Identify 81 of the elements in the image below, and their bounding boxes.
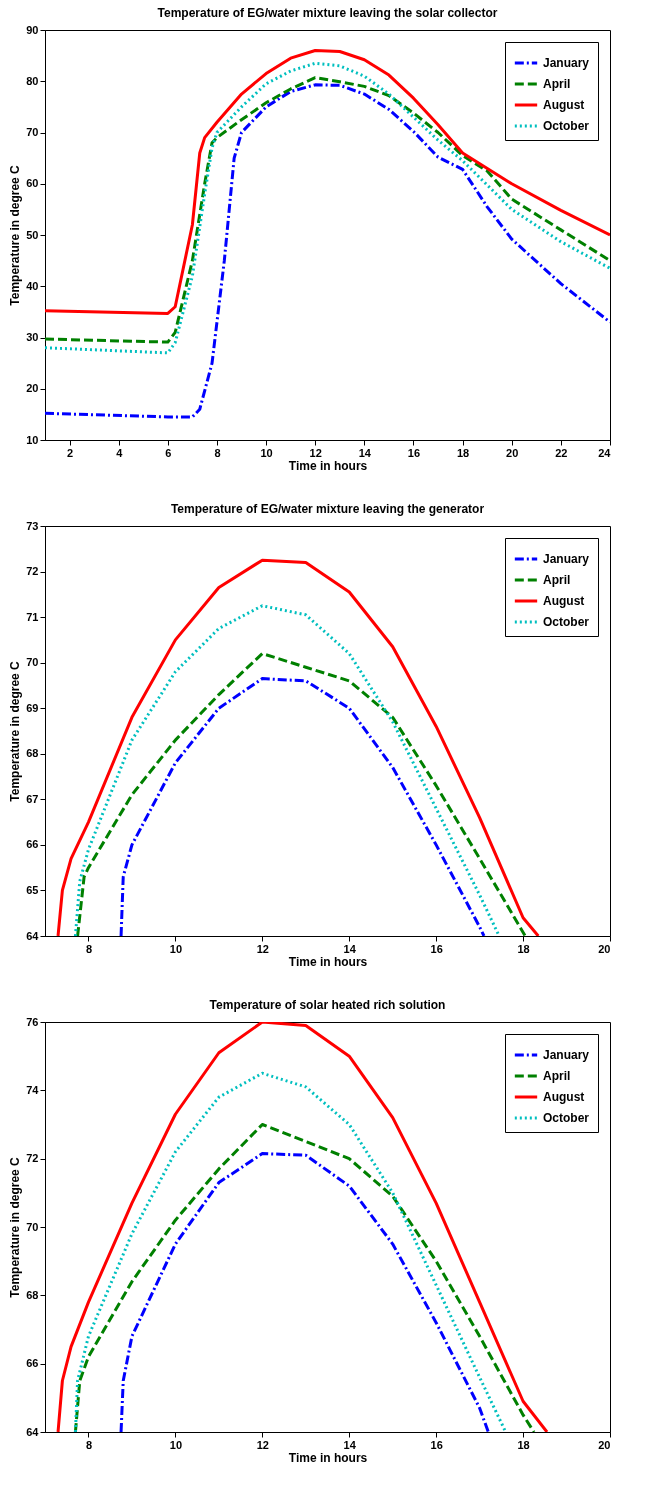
x-tick-label: 24	[598, 446, 612, 459]
y-tick-label: 65	[26, 883, 39, 896]
y-tick-label: 74	[26, 1083, 40, 1096]
x-tick-label: 8	[85, 1438, 93, 1451]
chart-title: Temperature of solar heated rich solution	[209, 998, 446, 1012]
line-series	[73, 1071, 508, 1432]
legend-label: October	[543, 119, 590, 133]
y-tick-label: 64	[26, 1425, 40, 1438]
y-tick-label: 68	[26, 747, 39, 760]
y-tick-label: 10	[26, 433, 39, 446]
line-series	[73, 1123, 536, 1432]
line-series	[45, 49, 610, 315]
y-axis-title: Temperature in degree C	[8, 1156, 23, 1298]
legend-label: January	[543, 552, 590, 566]
y-tick-label: 40	[26, 279, 39, 292]
chart-title: Temperature of EG/water mixture leaving the solar collector	[157, 6, 498, 20]
line-series	[73, 604, 501, 936]
x-tick-label: 10	[169, 1438, 183, 1451]
x-tick-label: 18	[517, 1438, 530, 1451]
y-tick-label: 71	[26, 610, 39, 623]
x-tick-label: 16	[430, 942, 443, 955]
x-tick-label: 16	[430, 1438, 443, 1451]
y-tick-label: 72	[26, 565, 39, 578]
y-tick-label: 90	[26, 23, 39, 36]
x-tick-label: 12	[256, 942, 269, 955]
legend-label: August	[543, 98, 585, 112]
chart-title: Temperature of EG/water mixture leaving the generator	[170, 502, 485, 516]
x-tick-label: 2	[67, 446, 74, 459]
x-tick-label: 14	[343, 942, 357, 955]
y-tick-label: 80	[26, 74, 39, 87]
y-tick-label: 73	[26, 519, 39, 532]
x-tick-label: 4	[116, 446, 124, 459]
legend-label: January	[543, 1048, 590, 1062]
line-series	[56, 558, 540, 936]
y-tick-label: 30	[26, 331, 39, 343]
x-tick-label: 8	[214, 446, 221, 459]
x-tick-label: 20	[598, 1438, 611, 1451]
x-axis-title: Time in hours	[288, 1450, 368, 1465]
x-tick-label: 20	[598, 942, 611, 955]
y-tick-label: 69	[26, 701, 39, 714]
x-axis-title: Time in hours	[288, 954, 368, 969]
x-tick-label: 10	[169, 942, 183, 955]
y-axis-title: Temperature in degree C	[8, 660, 23, 802]
x-tick-label: 12	[309, 446, 322, 459]
line-series	[119, 677, 486, 936]
y-tick-label: 64	[26, 929, 40, 942]
y-tick-label: 70	[26, 1220, 39, 1233]
legend-label: October	[543, 1111, 590, 1125]
y-tick-label: 60	[26, 177, 39, 190]
x-tick-label: 18	[517, 942, 530, 955]
y-tick-label: 67	[26, 792, 39, 805]
legend-label: January	[543, 56, 590, 70]
legend-label: April	[543, 573, 571, 587]
x-tick-label: 14	[358, 446, 372, 459]
legend-label: August	[543, 1090, 585, 1104]
x-tick-label: 18	[456, 446, 470, 459]
legend-label: April	[543, 1069, 571, 1083]
line-series	[119, 1152, 490, 1432]
y-tick-label: 20	[26, 382, 39, 395]
legend-label: April	[543, 77, 571, 91]
x-tick-label: 6	[165, 446, 172, 459]
x-tick-label: 10	[260, 446, 273, 459]
y-tick-label: 70	[26, 126, 39, 138]
y-tick-label: 66	[26, 1357, 39, 1370]
x-axis-title: Time in hours	[288, 458, 368, 473]
y-axis-title: Temperature in degree C	[8, 164, 23, 306]
x-tick-label: 12	[256, 1438, 269, 1451]
y-tick-label: 68	[26, 1288, 39, 1301]
line-series	[76, 652, 527, 936]
x-tick-label: 8	[85, 942, 93, 955]
x-tick-label: 22	[555, 446, 568, 459]
legend-label: October	[543, 615, 590, 629]
legend-label: August	[543, 594, 585, 608]
x-tick-label: 20	[506, 446, 519, 459]
y-tick-label: 66	[26, 838, 39, 851]
x-tick-label: 16	[407, 446, 421, 459]
y-tick-label: 72	[26, 1152, 39, 1165]
y-tick-label: 70	[26, 656, 39, 669]
x-tick-label: 14	[343, 1438, 357, 1451]
y-tick-label: 50	[26, 228, 39, 241]
y-tick-label: 76	[26, 1015, 39, 1028]
